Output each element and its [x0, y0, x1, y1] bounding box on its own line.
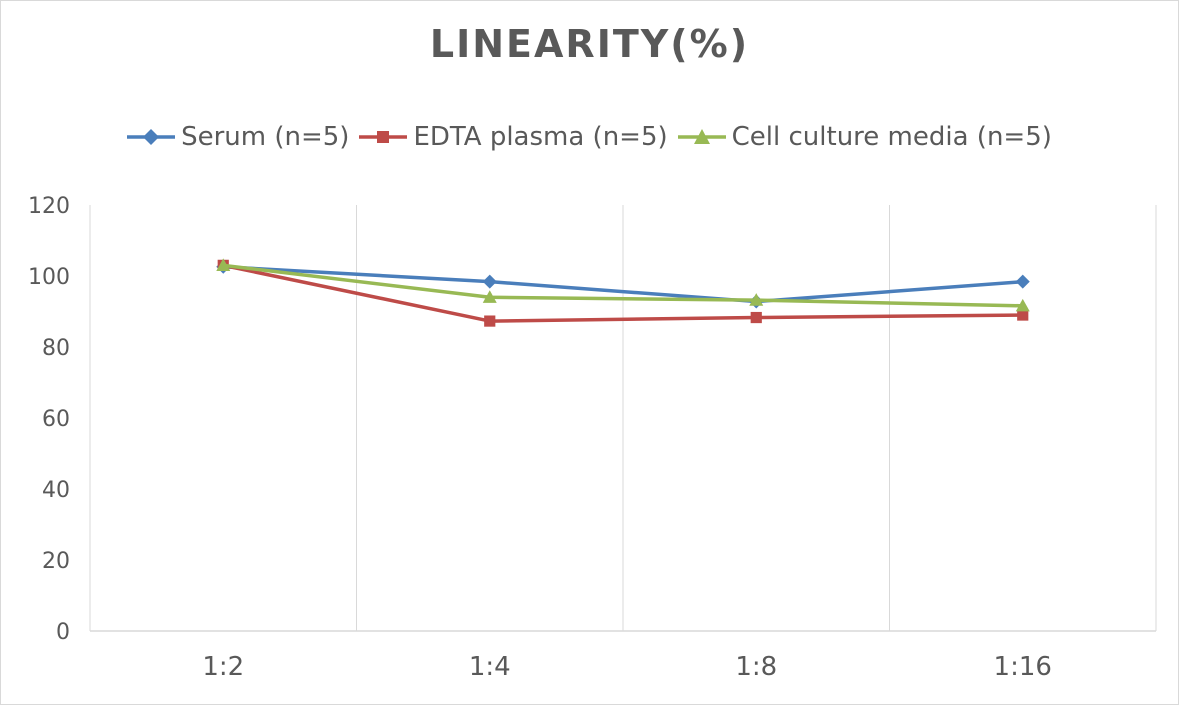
data-point-edta: [1017, 309, 1029, 321]
data-point-edta: [750, 311, 762, 324]
data-point-cell: [749, 293, 764, 306]
y-tick-label: 20: [42, 549, 70, 574]
chart-title: LINEARITY(%): [429, 22, 750, 66]
x-tick-label: 1:16: [994, 652, 1052, 682]
data-point-serum: [1015, 274, 1030, 289]
y-tick-label: 100: [28, 265, 70, 290]
legend-label: Serum (n=5): [181, 122, 350, 152]
legend-diamond-icon: [127, 129, 176, 145]
data-point-cell: [216, 258, 231, 271]
legend-item: Serum (n=5): [127, 122, 349, 152]
legend-label: EDTA plasma (n=5): [413, 122, 668, 152]
data-point-serum: [482, 274, 497, 289]
series-line-edta: [222, 263, 1023, 323]
legend-item: Cell culture media (n=5): [677, 122, 1052, 152]
data-point-cell: [482, 290, 497, 303]
series-line-serum: [223, 265, 1023, 304]
data-point-cell: [1015, 298, 1030, 312]
data-point-edta: [484, 315, 496, 327]
y-tick-label: 40: [42, 478, 70, 503]
x-tick-label: 1:4: [469, 652, 511, 682]
series-line-cell: [223, 263, 1023, 308]
x-tick-label: 1:8: [735, 652, 777, 682]
y-tick-label: 60: [42, 407, 70, 432]
legend-square-icon: [359, 131, 408, 143]
y-tick-label: 0: [56, 620, 70, 645]
x-tick-label: 1:2: [202, 652, 244, 682]
y-tick-label: 80: [42, 336, 70, 361]
legend: Serum (n=5) EDTA plasma (n=5) Cell culture…: [0, 122, 1179, 152]
legend-label: Cell culture media (n=5): [731, 122, 1052, 152]
legend-item: EDTA plasma (n=5): [359, 122, 668, 152]
legend-triangle-icon: [677, 129, 726, 144]
y-tick-label: 120: [28, 194, 70, 219]
